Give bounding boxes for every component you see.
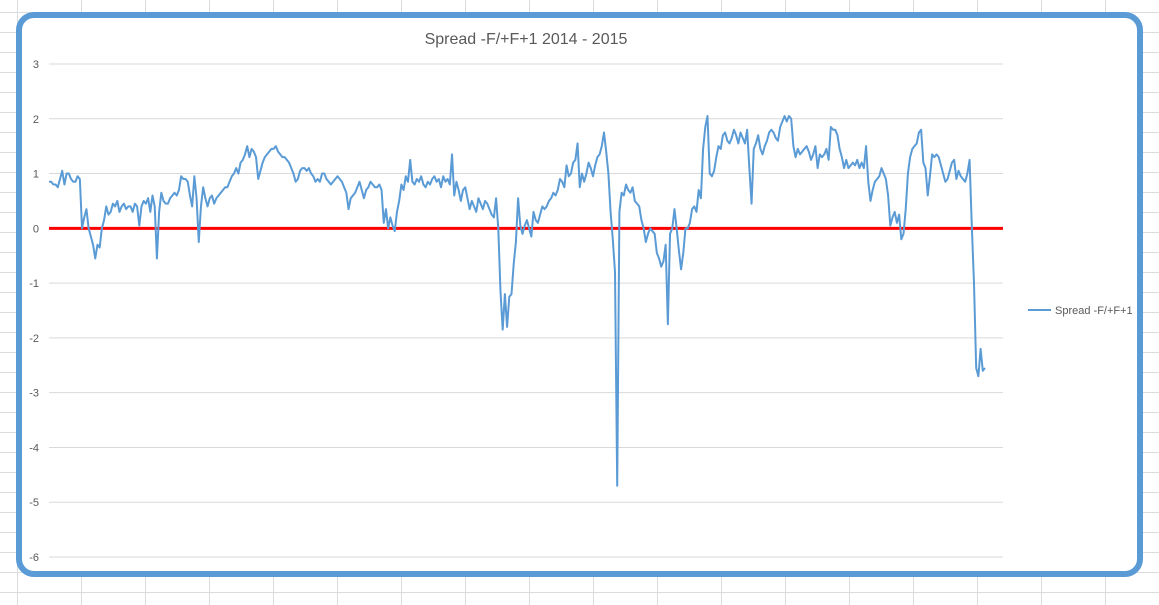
line-chart: 3 2 1 0 -1 -2 -3 -4 -5 -6 Spread -F/+F+1 2014 - 2…	[29, 31, 1133, 564]
y-tick-label: 2	[33, 114, 39, 126]
y-tick-label: 0	[33, 223, 39, 235]
y-tick-label: -1	[29, 278, 39, 290]
y-tick-label: 1	[33, 169, 39, 181]
y-tick-label: 3	[33, 59, 39, 71]
series-line	[49, 115, 986, 487]
y-tick-label: -2	[29, 333, 39, 345]
legend[interactable]: Spread -F/+F+1	[1028, 305, 1133, 317]
chart-title: Spread -F/+F+1 2014 - 2015	[425, 31, 628, 48]
y-tick-label: -3	[29, 388, 39, 400]
chart-frame: 3 2 1 0 -1 -2 -3 -4 -5 -6 Spread -F/+F+1 2014 - 2…	[16, 12, 1143, 577]
gridlines	[49, 63, 1003, 558]
y-tick-label: -5	[29, 497, 39, 509]
y-tick-label: -6	[29, 552, 39, 564]
y-axis: 3 2 1 0 -1 -2 -3 -4 -5 -6	[29, 59, 39, 564]
y-tick-label: -4	[29, 442, 39, 454]
legend-label: Spread -F/+F+1	[1055, 305, 1133, 317]
